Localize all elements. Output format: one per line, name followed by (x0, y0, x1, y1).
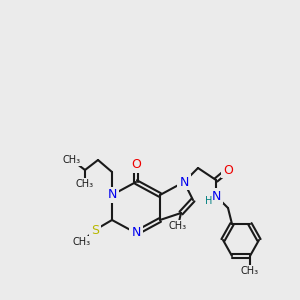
Text: H: H (205, 196, 213, 206)
Text: N: N (179, 176, 189, 188)
Text: O: O (223, 164, 233, 176)
Text: O: O (131, 158, 141, 172)
Text: N: N (107, 188, 117, 202)
Text: CH₃: CH₃ (63, 155, 81, 165)
Text: N: N (211, 190, 221, 202)
Text: CH₃: CH₃ (73, 237, 91, 247)
Text: CH₃: CH₃ (169, 221, 187, 231)
Text: N: N (131, 226, 141, 239)
Text: CH₃: CH₃ (76, 179, 94, 189)
Text: S: S (91, 224, 99, 236)
Text: CH₃: CH₃ (241, 266, 259, 276)
